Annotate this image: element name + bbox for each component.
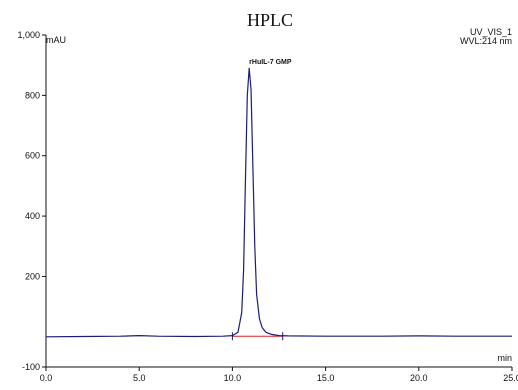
peak-label: rHuIL-7 GMP <box>249 59 292 66</box>
y-axis-unit-label: mAU <box>46 35 66 45</box>
peak-labels: rHuIL-7 GMP <box>249 59 292 66</box>
wavelength-label: WVL:214 nm <box>460 36 512 46</box>
y-tick-label: 600 <box>25 151 40 161</box>
x-tick-label: 20.0 <box>410 373 428 383</box>
integration-baseline <box>231 332 284 341</box>
series-trace <box>45 67 512 338</box>
x-tick-label: 10.0 <box>224 373 242 383</box>
x-tick-label: 25.0 <box>503 373 518 383</box>
x-axis-unit-label: min <box>497 353 512 363</box>
axis-ticks: 0.0 5.0 10.0 15.0 20.0 25.0 -100 200 400 600 800 1,… <box>17 30 518 383</box>
axes <box>45 35 512 368</box>
y-tick-label: 200 <box>25 271 40 281</box>
chromatogram-trace <box>45 67 512 338</box>
x-tick-label: 15.0 <box>317 373 335 383</box>
chart-title: HPLC <box>247 10 293 30</box>
y-tick-label: 400 <box>25 211 40 221</box>
y-tick-label: 800 <box>25 90 40 100</box>
y-tick-label: 1,000 <box>17 30 40 40</box>
x-tick-label: 5.0 <box>133 373 146 383</box>
y-tick-label: -100 <box>22 362 40 372</box>
x-tick-label: 0.0 <box>40 373 53 383</box>
channel-label: UV_VIS_1 <box>470 27 512 37</box>
